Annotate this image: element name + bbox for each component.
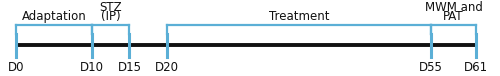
Text: D20: D20 bbox=[155, 61, 179, 74]
Text: (IP): (IP) bbox=[100, 10, 120, 23]
Text: D15: D15 bbox=[118, 61, 142, 74]
Text: D10: D10 bbox=[80, 61, 104, 74]
Text: D55: D55 bbox=[419, 61, 443, 74]
Text: Treatment: Treatment bbox=[269, 10, 330, 23]
Text: Adaptation: Adaptation bbox=[22, 10, 86, 23]
Text: PAT: PAT bbox=[443, 10, 464, 23]
Text: MWM and: MWM and bbox=[424, 1, 482, 14]
Text: D61: D61 bbox=[464, 61, 488, 74]
Text: D0: D0 bbox=[8, 61, 24, 74]
Text: STZ: STZ bbox=[99, 1, 122, 14]
